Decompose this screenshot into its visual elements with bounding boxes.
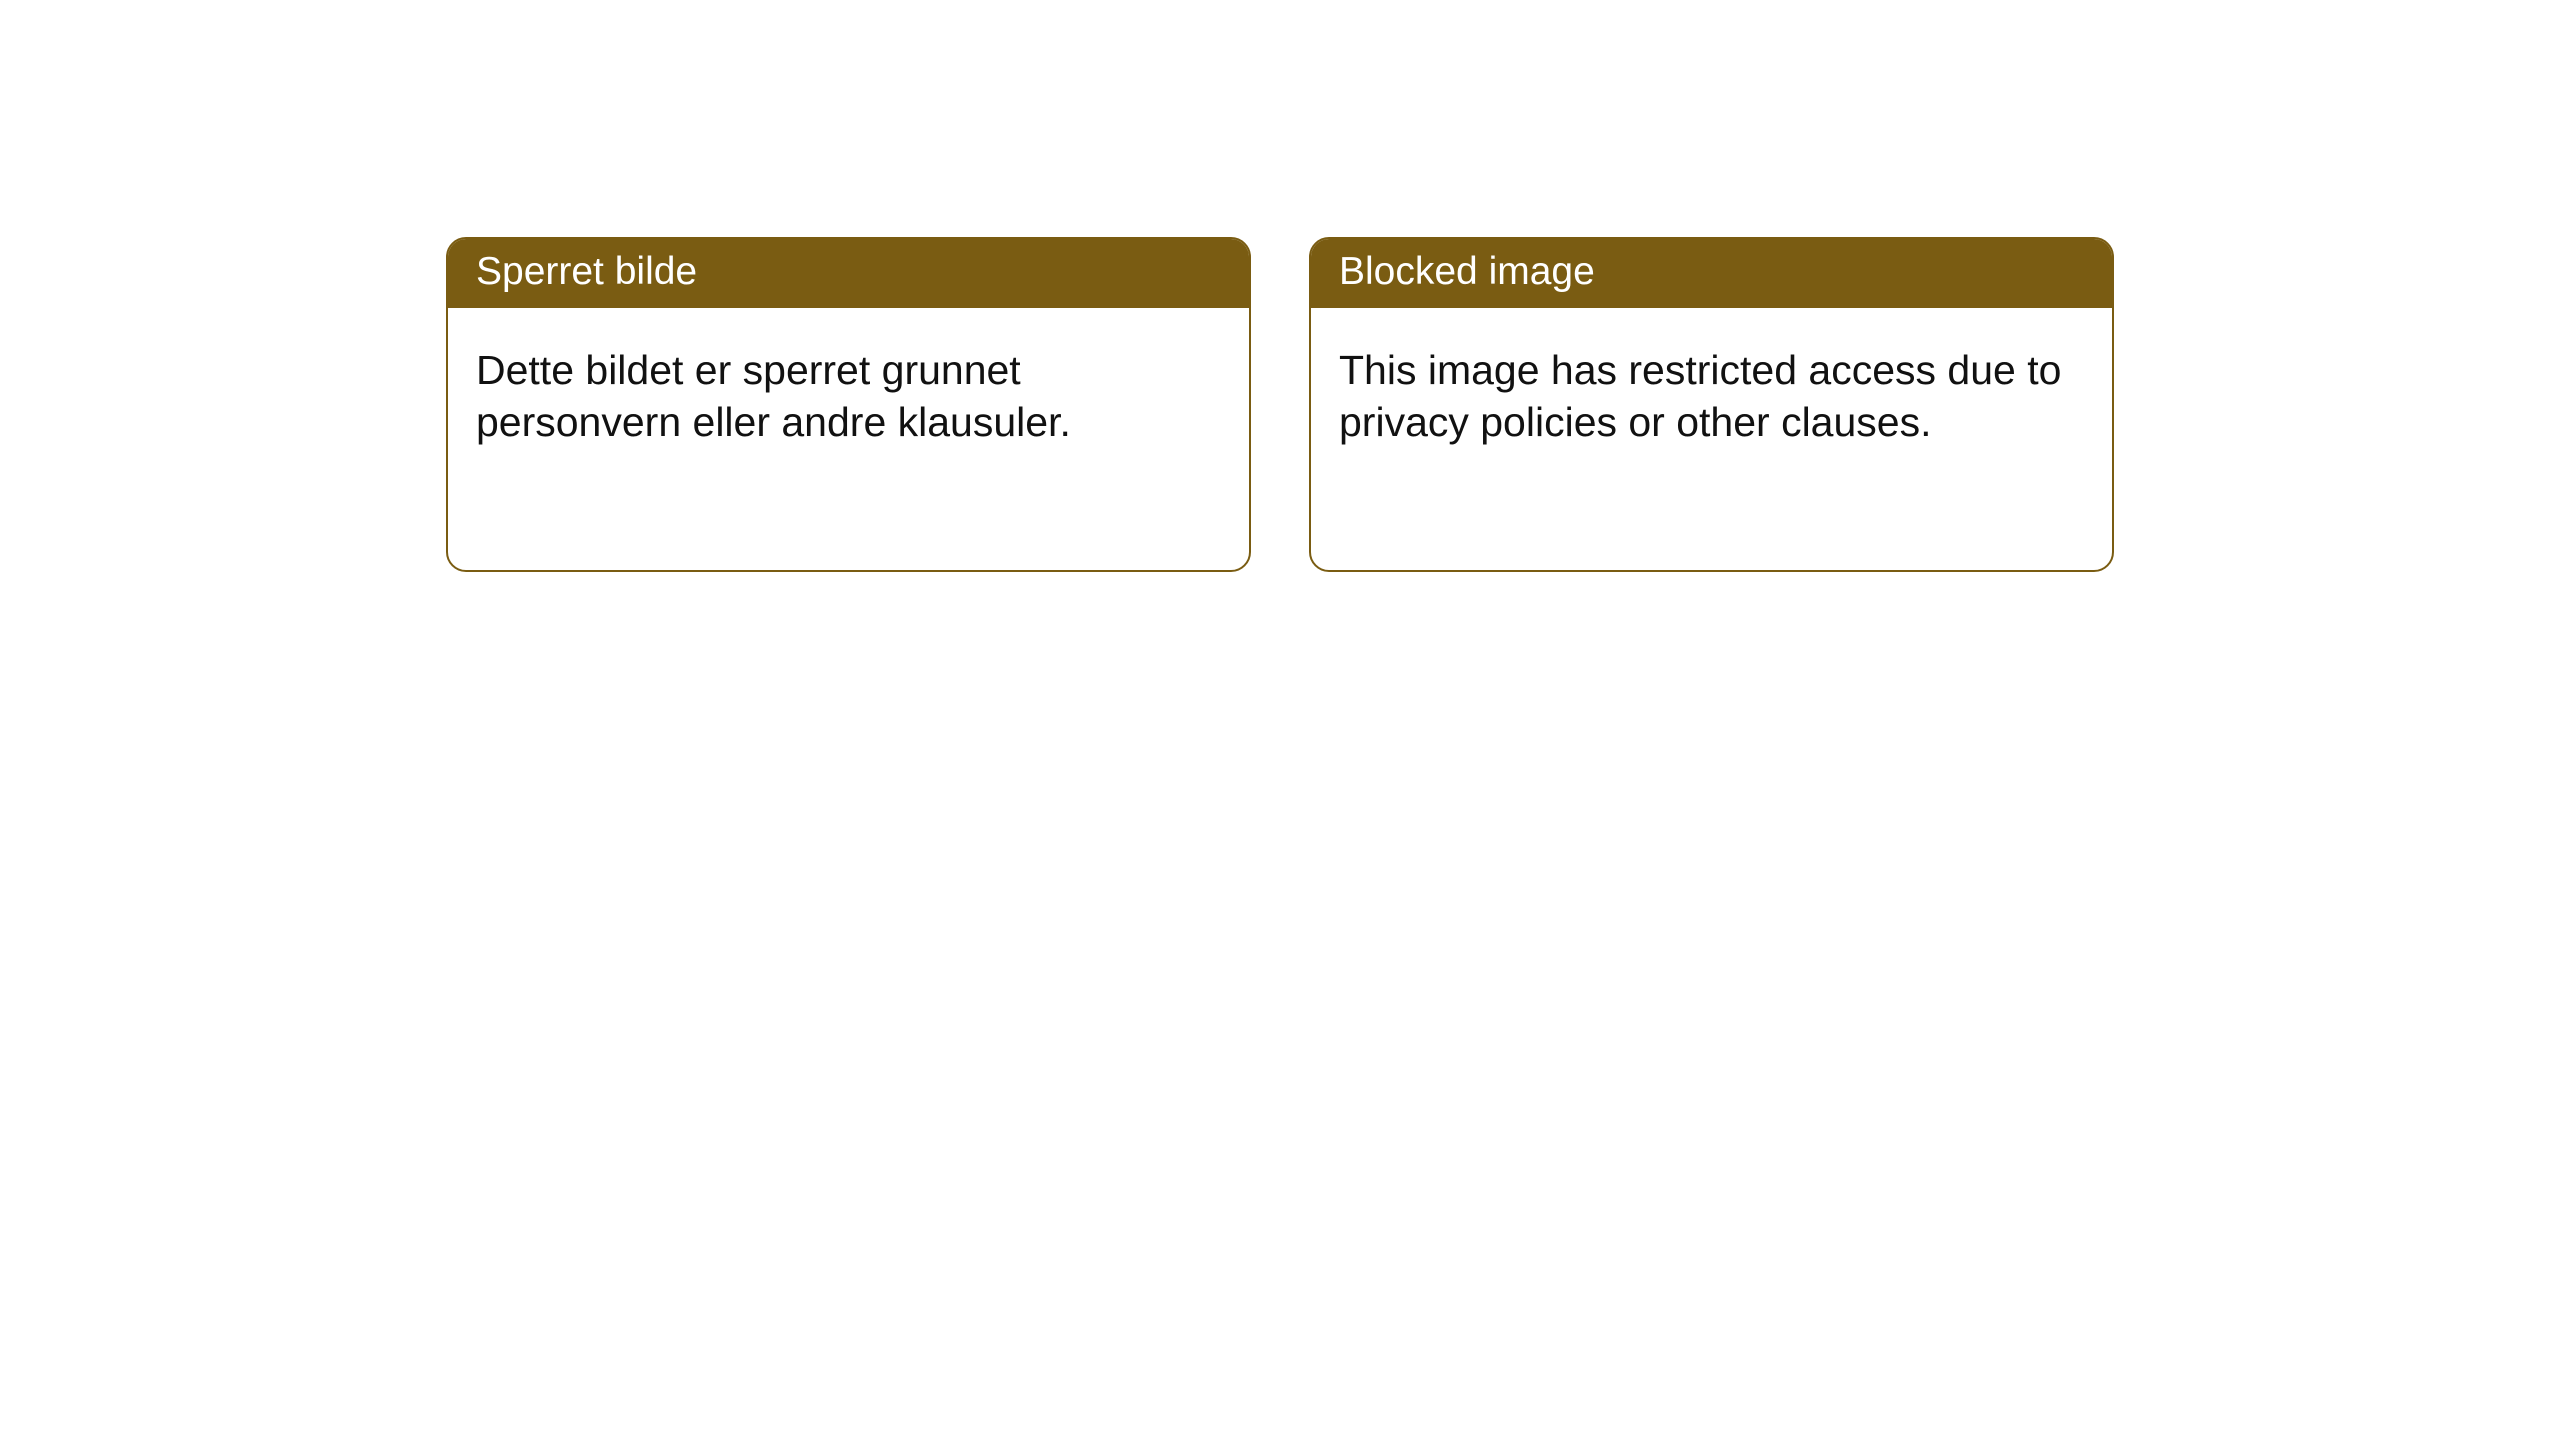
notice-cards-row: Sperret bilde Dette bildet er sperret gr… — [446, 237, 2114, 572]
notice-card-norwegian: Sperret bilde Dette bildet er sperret gr… — [446, 237, 1251, 572]
notice-card-english: Blocked image This image has restricted … — [1309, 237, 2114, 572]
card-body-norwegian: Dette bildet er sperret grunnet personve… — [448, 308, 1249, 477]
card-body-english: This image has restricted access due to … — [1311, 308, 2112, 477]
card-title-english: Blocked image — [1311, 239, 2112, 308]
card-title-norwegian: Sperret bilde — [448, 239, 1249, 308]
